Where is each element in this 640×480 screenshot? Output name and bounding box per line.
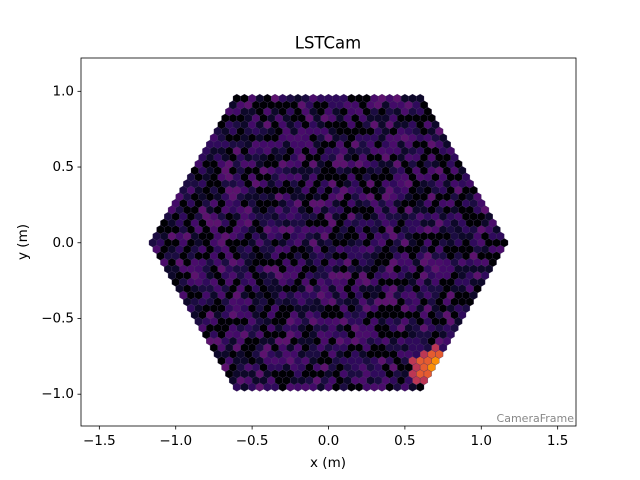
x-axis-label: x (m) <box>310 455 346 471</box>
frame-annotation: CameraFrame <box>497 412 575 425</box>
y-tick-label: −1.0 <box>41 386 74 402</box>
x-tick-label: −1.5 <box>83 433 116 449</box>
camera-pixel <box>416 93 425 104</box>
y-tick-label: 0.0 <box>53 235 74 251</box>
x-tick-label: 1.5 <box>547 433 568 449</box>
y-tick-label: 0.5 <box>53 159 74 175</box>
x-tick-label: 1.0 <box>471 433 492 449</box>
x-tick-label: −1.0 <box>159 433 192 449</box>
y-tick-label: −0.5 <box>41 310 74 326</box>
x-tick-label: 0.0 <box>318 433 339 449</box>
y-axis-label: y (m) <box>15 224 31 260</box>
y-tick-label: 1.0 <box>53 83 74 99</box>
x-tick-label: −0.5 <box>236 433 269 449</box>
x-tick-label: 0.5 <box>394 433 415 449</box>
camera-pixels <box>148 93 509 392</box>
chart-title: LSTCam <box>295 34 361 53</box>
